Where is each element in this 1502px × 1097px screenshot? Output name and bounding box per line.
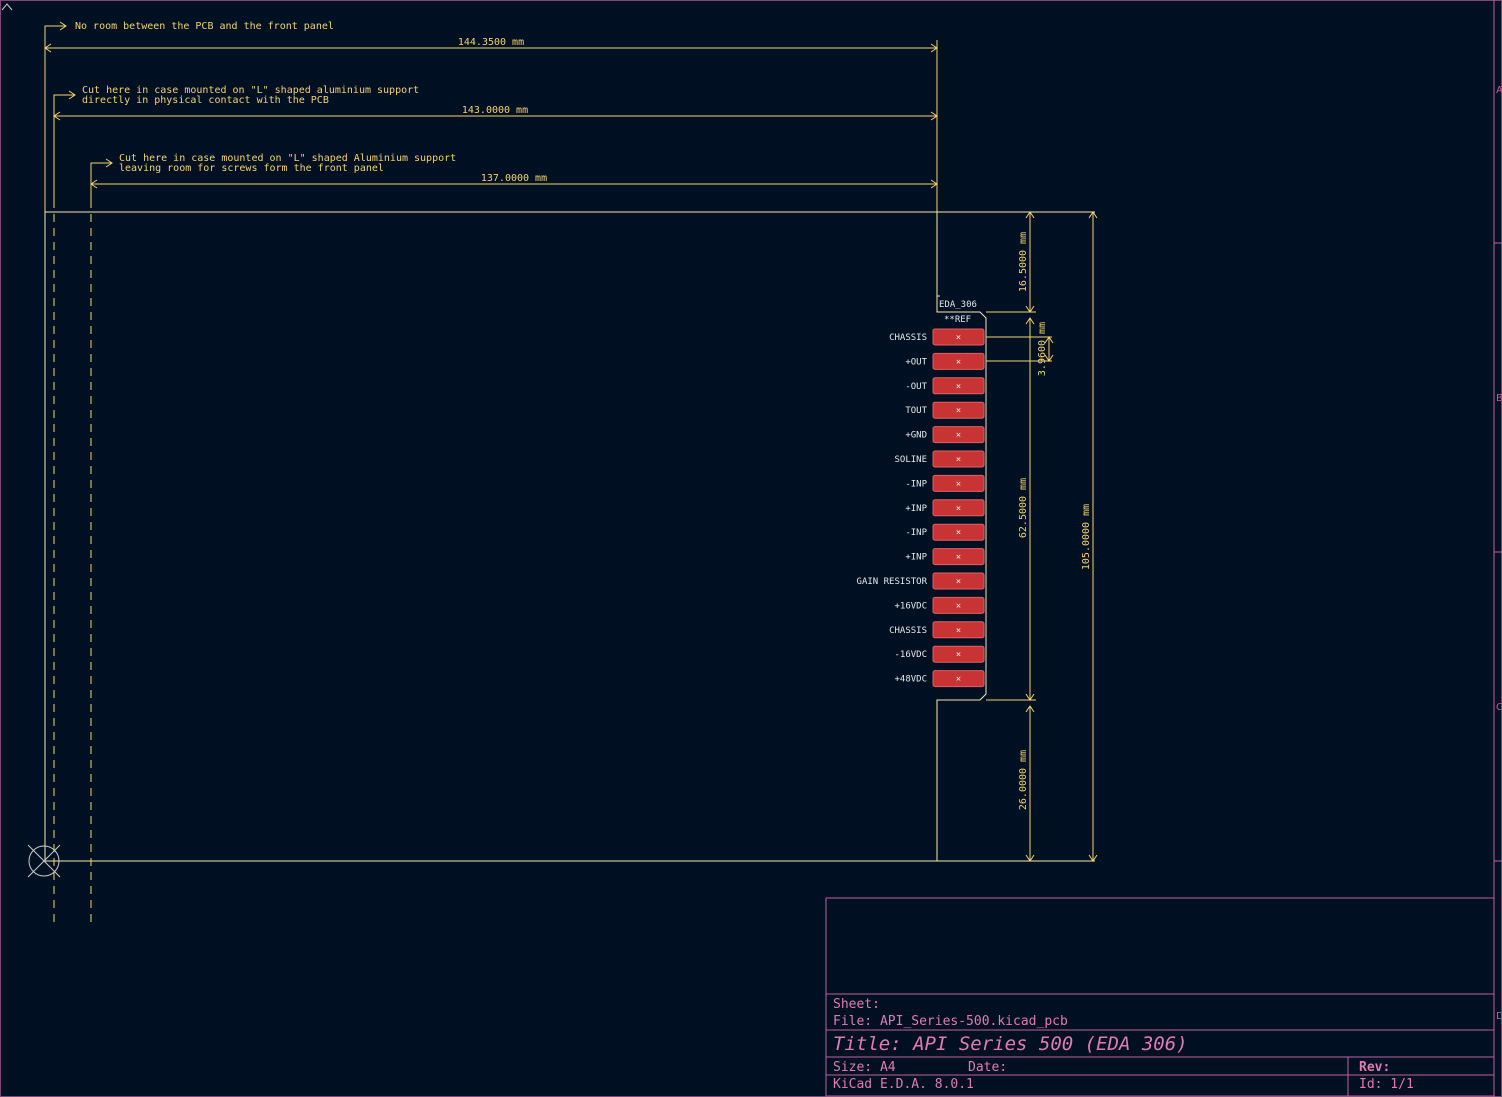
note-cut1-arrow xyxy=(53,90,76,200)
pad-label: -INP xyxy=(905,479,927,489)
pad-label: CHASSIS xyxy=(889,333,927,343)
frame-marker-d: D xyxy=(1496,1011,1502,1022)
frame-marker-a: A xyxy=(1496,85,1502,96)
pad-label: SOLINE xyxy=(894,455,927,465)
pad-label: GAIN RESISTOR xyxy=(857,577,928,587)
pad-4[interactable] xyxy=(932,401,985,419)
note-no-room-arrow xyxy=(44,21,67,212)
pad-12[interactable] xyxy=(932,596,985,614)
pad-center-mark: × xyxy=(956,504,961,514)
pad-label: +48VDC xyxy=(894,675,927,685)
note-no-room: No room between the PCB and the front pa… xyxy=(75,21,334,32)
pad-8[interactable] xyxy=(932,499,985,517)
pad-2[interactable] xyxy=(932,352,985,370)
pad-center-mark: × xyxy=(956,650,961,660)
pad-label: -OUT xyxy=(905,382,927,392)
frame-ticks xyxy=(1494,242,1502,862)
pad-6[interactable] xyxy=(932,450,985,468)
pad-center-mark: × xyxy=(956,406,961,416)
dim-connector-span: 62.5000 mm xyxy=(1018,478,1029,538)
pad-center-mark: × xyxy=(956,528,961,538)
title-block-title: Title: API Series 500 (EDA 306) xyxy=(833,1033,1188,1055)
pad-label: +OUT xyxy=(905,357,927,367)
pad-15[interactable] xyxy=(932,670,985,688)
pad-center-mark: × xyxy=(956,357,961,367)
pad-9[interactable] xyxy=(932,523,985,541)
cursor-icon xyxy=(1,3,13,11)
title-block-date: Date: xyxy=(968,1060,1007,1075)
title-block-size: Size: A4 xyxy=(833,1060,896,1075)
pad-label: +INP xyxy=(905,553,927,563)
pad-center-mark: × xyxy=(956,431,961,441)
title-block-sheet: Sheet: xyxy=(833,997,880,1012)
pad-label: +16VDC xyxy=(894,601,927,611)
pad-label: -INP xyxy=(905,528,927,538)
dim-pin-pitch: 3.9600 mm xyxy=(1037,322,1048,376)
pad-center-mark: × xyxy=(956,675,961,685)
pad-1[interactable] xyxy=(932,328,985,346)
pad-label: TOUT xyxy=(905,406,927,416)
pad-center-mark: × xyxy=(956,626,961,636)
pad-3[interactable] xyxy=(932,377,985,395)
title-block-tool: KiCad E.D.A. 8.0.1 xyxy=(833,1077,974,1092)
footprint-name: EDA_306 xyxy=(939,300,977,310)
pad-center-mark: × xyxy=(956,382,961,392)
pad-14[interactable] xyxy=(932,645,985,663)
dim-top-gap: 16.5000 mm xyxy=(1018,232,1029,292)
pad-label-column: CHASSIS +OUT -OUT TOUT +GND SOLINE -INP +INP -IN… xyxy=(857,333,928,685)
title-block-file: File: API_Series-500.kicad_pcb xyxy=(833,1014,1068,1029)
note-cut1-line1: Cut here in case mounted on "L" shaped a… xyxy=(82,85,419,96)
dim-width-total: 144.3500 mm xyxy=(458,37,524,48)
pad-5[interactable] xyxy=(932,426,985,444)
board-outline xyxy=(44,211,1095,862)
pad-center-mark: × xyxy=(956,601,961,611)
pad-center-mark: × xyxy=(956,455,961,465)
pad-center-mark: × xyxy=(956,553,961,563)
pad-13[interactable] xyxy=(932,621,985,639)
dim-bottom-gap: 26.0000 mm xyxy=(1018,750,1029,810)
pad-column: × × × × × × × × × × × × × × × xyxy=(932,328,985,688)
cut-lines xyxy=(53,200,92,925)
pad-10[interactable] xyxy=(932,548,985,566)
note-cut2-arrow xyxy=(90,158,113,200)
pad-label: +INP xyxy=(905,504,927,514)
origin-icon xyxy=(27,844,61,878)
pad-label: +GND xyxy=(905,431,927,441)
dim-board-height: 105.0000 mm xyxy=(1081,504,1092,570)
pad-11[interactable] xyxy=(932,572,985,590)
pad-center-mark: × xyxy=(956,577,961,587)
footprint-ref: **REF xyxy=(944,315,971,325)
frame-marker-c: C xyxy=(1496,702,1502,713)
dim-width-cut1: 143.0000 mm xyxy=(462,105,528,116)
dim-width-cut2: 137.0000 mm xyxy=(481,173,547,184)
note-cut2-line2: leaving room for screws form the front p… xyxy=(119,163,384,174)
title-block-id: Id: 1/1 xyxy=(1359,1077,1414,1092)
note-cut1-line2: directly in physical contact with the PC… xyxy=(82,95,329,106)
pad-label: -16VDC xyxy=(894,650,927,660)
frame-marker-b: B xyxy=(1496,393,1502,404)
pad-label: CHASSIS xyxy=(889,626,927,636)
pad-center-mark: × xyxy=(956,333,961,343)
title-block-rev: Rev: xyxy=(1359,1060,1390,1075)
note-cut2-line1: Cut here in case mounted on "L" shaped A… xyxy=(119,153,456,164)
pad-center-mark: × xyxy=(956,479,961,489)
pad-7[interactable] xyxy=(932,474,985,492)
